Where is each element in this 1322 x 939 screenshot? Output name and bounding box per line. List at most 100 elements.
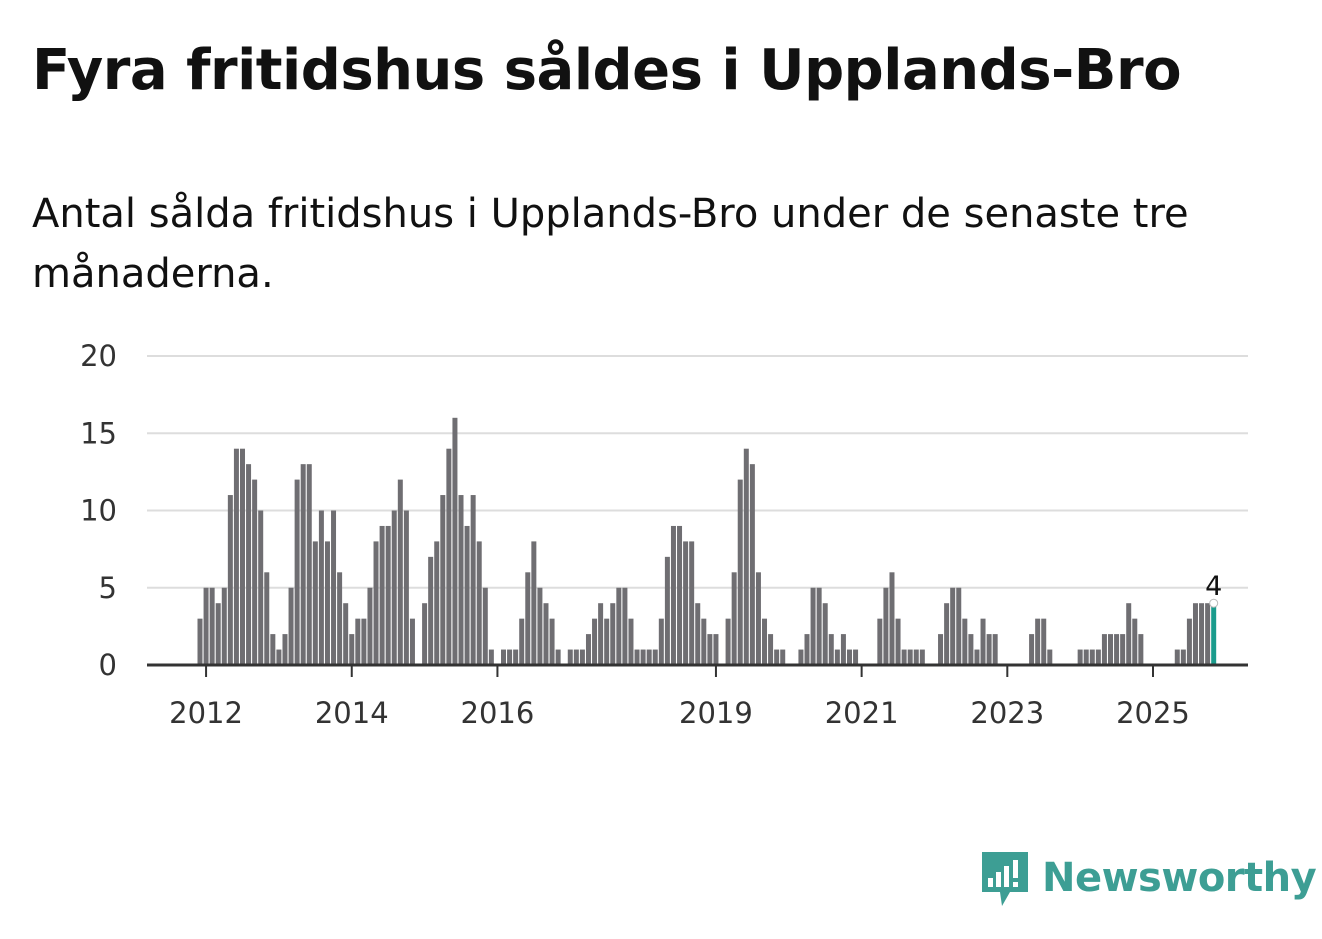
bar	[1035, 618, 1041, 665]
bar	[440, 495, 446, 665]
bar	[895, 618, 901, 665]
bar	[1083, 649, 1089, 665]
bar	[980, 618, 986, 665]
x-tick-label: 2021	[825, 696, 899, 730]
bar	[1041, 618, 1047, 665]
bar	[1108, 634, 1113, 665]
bar	[501, 649, 506, 665]
chart-subtitle: Antal sålda fritidshus i Upplands-Bro un…	[32, 191, 1189, 297]
y-tick-label: 10	[80, 494, 117, 528]
bar	[1089, 649, 1095, 665]
bar	[1192, 603, 1198, 665]
bar	[664, 556, 670, 665]
bar	[1174, 649, 1180, 665]
bar	[658, 618, 664, 665]
gridlines	[147, 355, 1248, 589]
bar	[306, 464, 312, 665]
bar	[907, 649, 913, 665]
bar	[276, 649, 282, 665]
bar	[452, 417, 458, 665]
bar	[585, 634, 591, 665]
bar	[537, 587, 543, 665]
bar	[670, 525, 676, 665]
bar	[725, 618, 731, 665]
bar	[270, 634, 276, 665]
bar	[312, 541, 318, 665]
bar	[683, 541, 689, 665]
bar	[768, 634, 774, 665]
bar	[950, 587, 956, 665]
bar	[689, 541, 695, 665]
bar	[227, 495, 233, 665]
bar	[209, 587, 215, 665]
brand-logo: Newsworthy	[980, 848, 1317, 908]
bar	[337, 572, 343, 665]
bar	[197, 618, 203, 665]
newsworthy-logo-icon	[982, 852, 1028, 906]
bar	[488, 649, 494, 665]
bar-highlighted	[1211, 603, 1217, 665]
bar	[810, 587, 816, 665]
bar-chart: 0 5 10 15 20 2012 2014 2016 2019 2021 2023 2025 4	[80, 339, 1248, 730]
bar	[239, 448, 245, 665]
bar	[543, 603, 549, 665]
bar	[355, 618, 361, 665]
bar	[203, 587, 209, 665]
bar	[446, 448, 452, 665]
bar	[294, 479, 300, 665]
bar	[652, 649, 658, 665]
bar	[549, 618, 555, 665]
y-tick-label: 5	[99, 571, 117, 605]
bar	[507, 649, 513, 665]
bar	[755, 572, 761, 665]
bar	[409, 618, 415, 665]
bar	[464, 525, 470, 665]
x-tick-label: 2025	[1116, 696, 1190, 730]
bar	[1199, 603, 1205, 665]
bar	[677, 525, 683, 665]
bar	[616, 587, 622, 665]
bar	[713, 634, 719, 665]
bar	[373, 541, 379, 665]
y-tick-label: 20	[80, 339, 117, 373]
bar	[1120, 634, 1126, 665]
bar	[840, 634, 846, 665]
bar	[428, 556, 434, 665]
x-tick-label: 2023	[970, 696, 1044, 730]
brand-name: Newsworthy	[1042, 855, 1317, 901]
bar	[749, 464, 755, 665]
data-labels: 4	[1205, 571, 1222, 608]
bar	[986, 634, 992, 665]
bar	[482, 587, 488, 665]
bars	[197, 417, 1217, 665]
bar	[258, 510, 264, 665]
y-tick-label: 0	[99, 648, 117, 682]
bar	[774, 649, 780, 665]
y-tick-label: 15	[80, 416, 117, 450]
bar	[883, 587, 889, 665]
bar	[877, 618, 883, 665]
bar	[434, 541, 440, 665]
bar	[282, 634, 288, 665]
bar	[731, 572, 737, 665]
x-tick-label: 2016	[461, 696, 535, 730]
bar	[816, 587, 822, 665]
bar	[579, 649, 585, 665]
bar	[215, 603, 221, 665]
bar	[233, 448, 239, 665]
bar	[622, 587, 628, 665]
bar	[361, 618, 367, 665]
bar	[221, 587, 227, 665]
bar	[343, 603, 349, 665]
bar	[604, 618, 610, 665]
bar	[519, 618, 525, 665]
highlight-dot	[1209, 598, 1219, 608]
bar	[264, 572, 270, 665]
x-axis-ticks: 2012 2014 2016 2019 2021 2023 2025	[169, 665, 1190, 730]
x-tick-label: 2012	[169, 696, 243, 730]
bar	[349, 634, 355, 665]
bar	[889, 572, 895, 665]
bar	[385, 525, 391, 665]
bar	[701, 618, 707, 665]
bar	[707, 634, 713, 665]
